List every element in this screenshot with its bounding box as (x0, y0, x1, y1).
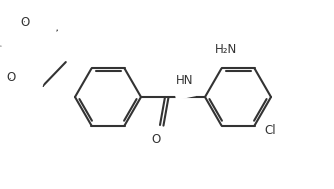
Text: O: O (20, 16, 29, 29)
Text: O: O (6, 71, 15, 84)
Text: O: O (151, 133, 161, 146)
Text: HN: HN (176, 74, 194, 87)
Text: Cl: Cl (265, 124, 276, 137)
Text: H₂N: H₂N (215, 43, 237, 57)
